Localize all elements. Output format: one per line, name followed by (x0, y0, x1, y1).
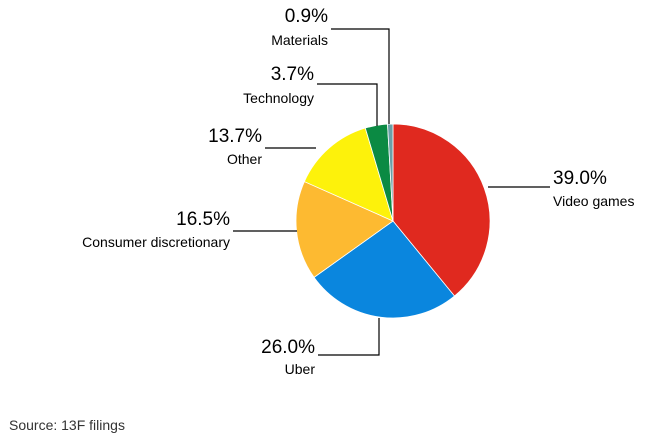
data-label-category-technology: Technology (243, 90, 314, 106)
pie-slice-uber (313, 220, 456, 319)
data-label-category-materials: Materials (271, 32, 328, 48)
data-label-value-technology: 3.7% (271, 64, 314, 85)
data-label-value-other: 13.7% (208, 126, 262, 147)
leader-line-technology (317, 83, 378, 126)
data-label-category-video-games: Video games (553, 193, 634, 209)
data-label-value-video-games: 39.0% (553, 168, 607, 189)
data-label-value-materials: 0.9% (285, 6, 328, 27)
pie-slice-materials (387, 123, 394, 222)
pie-slice-other (303, 127, 394, 222)
data-label-value-consumer-discretionary: 16.5% (176, 209, 230, 230)
source-note: Source: 13F filings (9, 417, 125, 433)
leader-line-materials (331, 28, 390, 124)
leader-line-uber (318, 318, 380, 356)
data-label-category-other: Other (227, 151, 262, 167)
pie-slice-video-games (392, 123, 491, 297)
data-label-value-uber: 26.0% (261, 337, 315, 358)
data-label-category-uber: Uber (285, 361, 316, 377)
data-label-category-consumer-discretionary: Consumer discretionary (82, 234, 230, 250)
